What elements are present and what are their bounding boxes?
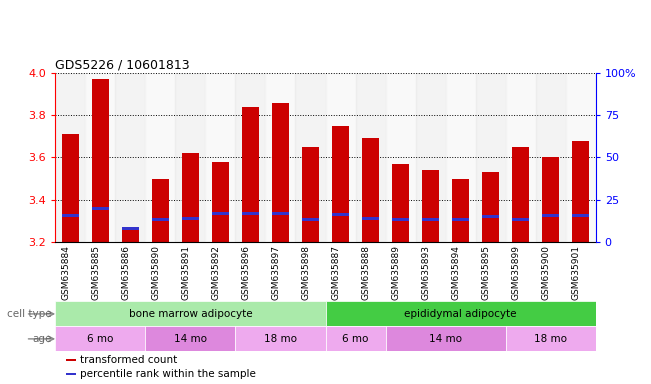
Bar [212,212,229,215]
Bar [422,218,439,221]
Bar [536,73,566,242]
Bar [572,141,589,242]
Bar [55,326,145,351]
Bar [506,326,596,351]
Bar [326,73,355,242]
Bar [422,170,439,242]
Text: age: age [33,334,52,344]
Bar [66,373,76,375]
Bar [512,147,529,242]
Text: GSM635889: GSM635889 [391,245,400,300]
Bar [242,107,258,242]
Bar [332,126,349,242]
Bar [302,147,319,242]
Text: GSM635897: GSM635897 [271,245,281,300]
Text: GSM635888: GSM635888 [361,245,370,300]
Text: 14 mo: 14 mo [429,334,462,344]
Bar [122,227,139,230]
Text: bone marrow adipocyte: bone marrow adipocyte [129,309,252,319]
Bar [145,73,175,242]
Bar [332,213,349,216]
Bar [66,359,76,361]
Bar [55,301,325,326]
Bar [512,218,529,221]
Bar [206,73,236,242]
Text: 14 mo: 14 mo [174,334,207,344]
Text: GDS5226 / 10601813: GDS5226 / 10601813 [55,59,190,72]
Bar [266,73,296,242]
Bar [482,172,499,242]
Bar [242,212,258,215]
Bar [272,212,289,215]
Bar [115,73,145,242]
Bar [302,218,319,221]
Text: epididymal adipocyte: epididymal adipocyte [404,309,517,319]
Text: transformed count: transformed count [79,355,177,365]
Bar [175,73,206,242]
Bar [415,73,445,242]
Text: GSM635887: GSM635887 [331,245,340,300]
Bar [326,326,385,351]
Text: GSM635900: GSM635900 [542,245,551,300]
Text: GSM635894: GSM635894 [452,245,461,300]
Text: GSM635901: GSM635901 [572,245,581,300]
Text: 6 mo: 6 mo [87,334,113,344]
Bar [236,73,266,242]
Text: 18 mo: 18 mo [534,334,567,344]
Bar [85,73,115,242]
Bar [152,179,169,242]
Bar [272,103,289,242]
Bar [393,164,409,242]
Bar [182,217,199,220]
Text: cell type: cell type [7,309,52,319]
Bar [566,73,596,242]
Bar [445,73,476,242]
Text: GSM635890: GSM635890 [152,245,160,300]
Bar [326,301,596,326]
Text: GSM635895: GSM635895 [482,245,491,300]
Bar [92,207,109,210]
Bar [385,73,415,242]
Bar [62,134,79,242]
Bar [212,162,229,242]
Bar [542,157,559,242]
Bar [55,73,85,242]
Bar [542,214,559,217]
Text: 6 mo: 6 mo [342,334,368,344]
Text: GSM635884: GSM635884 [61,245,70,300]
Bar [452,218,469,221]
Text: GSM635885: GSM635885 [91,245,100,300]
Bar [145,326,236,351]
Bar [92,79,109,242]
Bar [122,227,139,242]
Bar [355,73,385,242]
Bar [482,215,499,218]
Text: GSM635893: GSM635893 [422,245,430,300]
Bar [296,73,326,242]
Text: GSM635896: GSM635896 [242,245,251,300]
Bar [362,138,379,242]
Bar [152,218,169,221]
Text: percentile rank within the sample: percentile rank within the sample [79,369,256,379]
Bar [362,217,379,220]
Bar [62,214,79,217]
Bar [236,326,326,351]
Bar [182,153,199,242]
Bar [506,73,536,242]
Bar [476,73,506,242]
Text: GSM635899: GSM635899 [512,245,521,300]
Text: GSM635898: GSM635898 [301,245,311,300]
Text: GSM635892: GSM635892 [212,245,221,300]
Text: 18 mo: 18 mo [264,334,297,344]
Text: GSM635891: GSM635891 [182,245,191,300]
Bar [393,218,409,221]
Bar [385,326,506,351]
Bar [452,179,469,242]
Bar [572,214,589,217]
Text: GSM635886: GSM635886 [121,245,130,300]
